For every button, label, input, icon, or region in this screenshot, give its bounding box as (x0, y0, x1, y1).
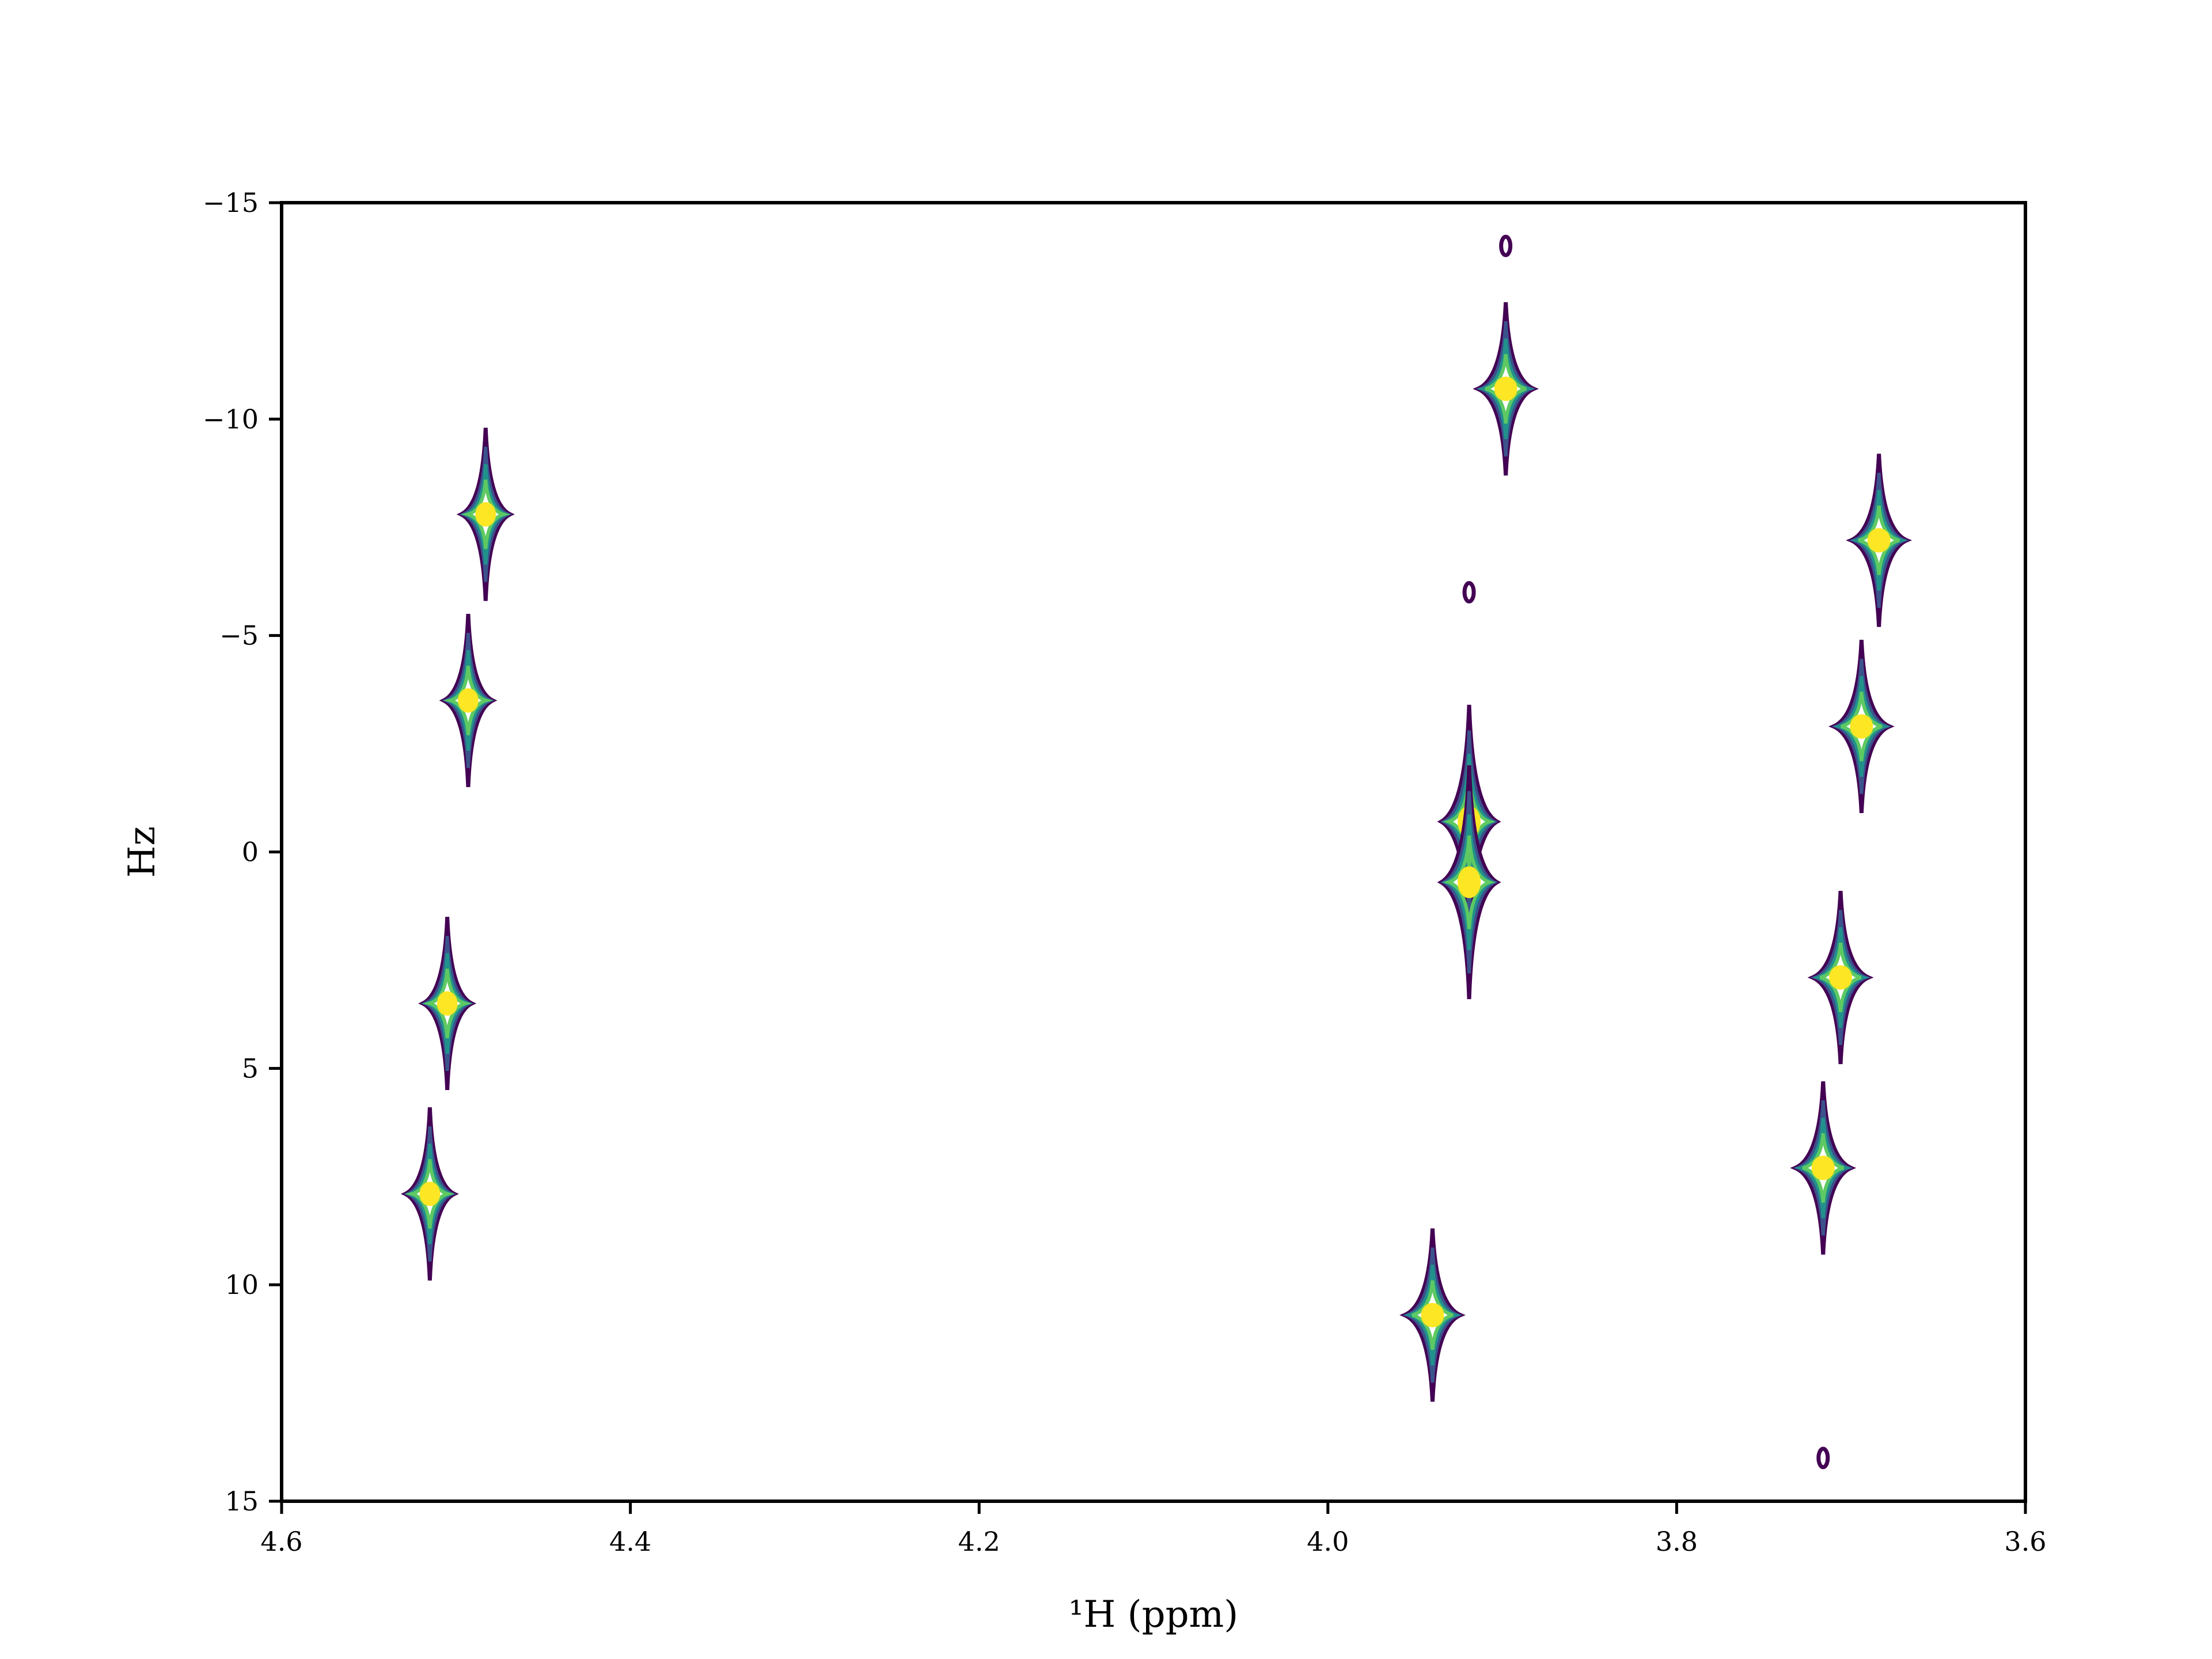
y-tick-label: −5 (219, 620, 259, 651)
contour-level (1441, 814, 1497, 950)
x-tick-label: 4.4 (609, 1526, 651, 1557)
contour-level (443, 666, 493, 735)
contour-level (403, 1126, 457, 1262)
contour-level (1850, 489, 1908, 591)
y-tick-label: 10 (225, 1269, 259, 1300)
contour-level (1846, 453, 1913, 627)
contour-level (437, 991, 458, 1016)
contour-level (1440, 791, 1498, 974)
plot-frame (280, 201, 2027, 1503)
contour-minor-spot (1499, 234, 1513, 257)
contour-level (1485, 354, 1527, 424)
contour-level (423, 969, 472, 1038)
contour-level (1850, 714, 1873, 739)
contour-level (1810, 910, 1871, 1045)
x-axis-ticks: 4.6 4.4 4.2 4.0 3.8 3.6 (260, 1501, 2047, 1557)
y-tick-label: 0 (242, 837, 259, 868)
contour-level (400, 1107, 459, 1281)
contour-level (1412, 1280, 1454, 1350)
contour-peak (1846, 453, 1913, 627)
contour-level (443, 650, 494, 751)
contour-level (1473, 302, 1539, 476)
contour-level (1477, 338, 1535, 439)
contour-level (1812, 927, 1869, 1028)
contour-level (1794, 1117, 1852, 1218)
contour-level (461, 479, 510, 549)
contour-level (1403, 1265, 1462, 1366)
contour-level (419, 1182, 441, 1206)
contour-level (1829, 965, 1853, 990)
contour-level (1421, 1303, 1444, 1327)
contour-level (1832, 676, 1890, 777)
contour-level (1867, 528, 1891, 553)
y-tick-label: 15 (225, 1486, 259, 1517)
contour-level (475, 502, 496, 527)
contour-level (1858, 505, 1900, 575)
contour-level (439, 613, 498, 787)
contour-level (1494, 377, 1517, 401)
y-axis-label: Hz (121, 826, 164, 878)
contour-peak (1807, 890, 1874, 1064)
contour-level (442, 633, 495, 768)
contour-peak (400, 1107, 459, 1281)
contour-level (1819, 943, 1862, 1012)
contour-level (1440, 730, 1498, 913)
contour-level (1802, 1133, 1844, 1203)
contour-peak (1790, 1081, 1857, 1255)
contour-level (404, 1143, 455, 1244)
contour-level (1828, 640, 1895, 814)
x-tick-label: 4.2 (958, 1526, 1000, 1557)
y-axis-ticks: −15 −10 −5 0 5 10 15 (203, 187, 282, 1517)
contour-level (1793, 1100, 1854, 1236)
contour-level (405, 1159, 455, 1229)
contour-level (1402, 1247, 1463, 1383)
contour-level (458, 688, 479, 713)
contour-level (1437, 765, 1501, 1000)
contour-level (420, 936, 474, 1071)
contour-peak (439, 613, 498, 787)
contour-level (1475, 321, 1536, 457)
contour-level (1811, 1156, 1835, 1180)
x-axis-label: ¹H (ppm) (1069, 1593, 1238, 1636)
contour-minor-spot (1816, 1447, 1830, 1470)
contour-level (459, 446, 513, 582)
contour-level (1841, 692, 1883, 761)
contour-peak (1473, 302, 1539, 476)
x-tick-label: 3.6 (2004, 1526, 2046, 1557)
contour-peak (1828, 640, 1895, 814)
y-tick-label: −15 (203, 187, 259, 218)
y-tick-label: 5 (242, 1053, 259, 1084)
contour-level (1807, 890, 1874, 1064)
contour-level (1790, 1081, 1857, 1255)
contour-level (418, 917, 477, 1091)
y-tick-label: −10 (203, 404, 259, 435)
x-tick-label: 3.8 (1656, 1526, 1698, 1557)
contour-minor-spot (1462, 581, 1476, 603)
contour-peaks (400, 234, 1913, 1470)
contour-peak (1399, 1228, 1466, 1402)
contour-level (422, 953, 473, 1054)
contour-level (1457, 866, 1481, 898)
contour-level (1849, 472, 1909, 608)
x-tick-label: 4.6 (260, 1526, 302, 1557)
contour-peak (418, 917, 477, 1091)
contour-level (1831, 659, 1892, 794)
contour-level (1399, 1228, 1466, 1402)
contour-level (1443, 835, 1496, 929)
contour-peak (456, 427, 515, 601)
contour-peak (1437, 765, 1501, 1000)
contour-level (460, 464, 511, 565)
contour-level (456, 427, 515, 601)
x-tick-label: 4.0 (1307, 1526, 1349, 1557)
